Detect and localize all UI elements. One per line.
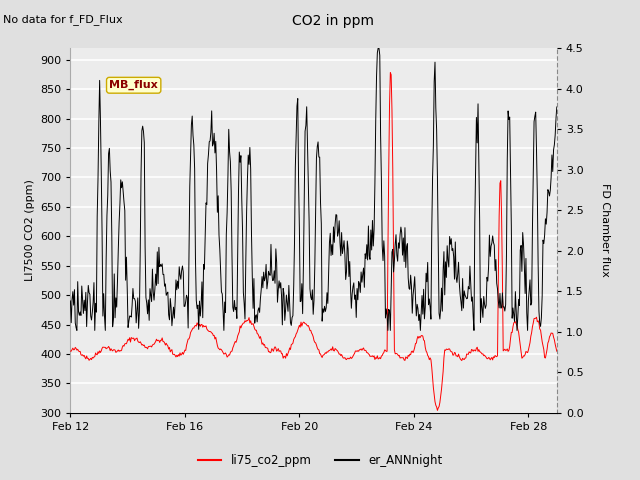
Legend: li75_co2_ppm, er_ANNnight: li75_co2_ppm, er_ANNnight — [193, 449, 447, 472]
Y-axis label: LI7500 CO2 (ppm): LI7500 CO2 (ppm) — [25, 180, 35, 281]
Text: No data for f_FD_Flux: No data for f_FD_Flux — [3, 14, 123, 25]
Text: CO2 in ppm: CO2 in ppm — [292, 14, 374, 28]
Y-axis label: FD Chamber flux: FD Chamber flux — [600, 183, 611, 277]
Text: MB_flux: MB_flux — [109, 80, 158, 90]
